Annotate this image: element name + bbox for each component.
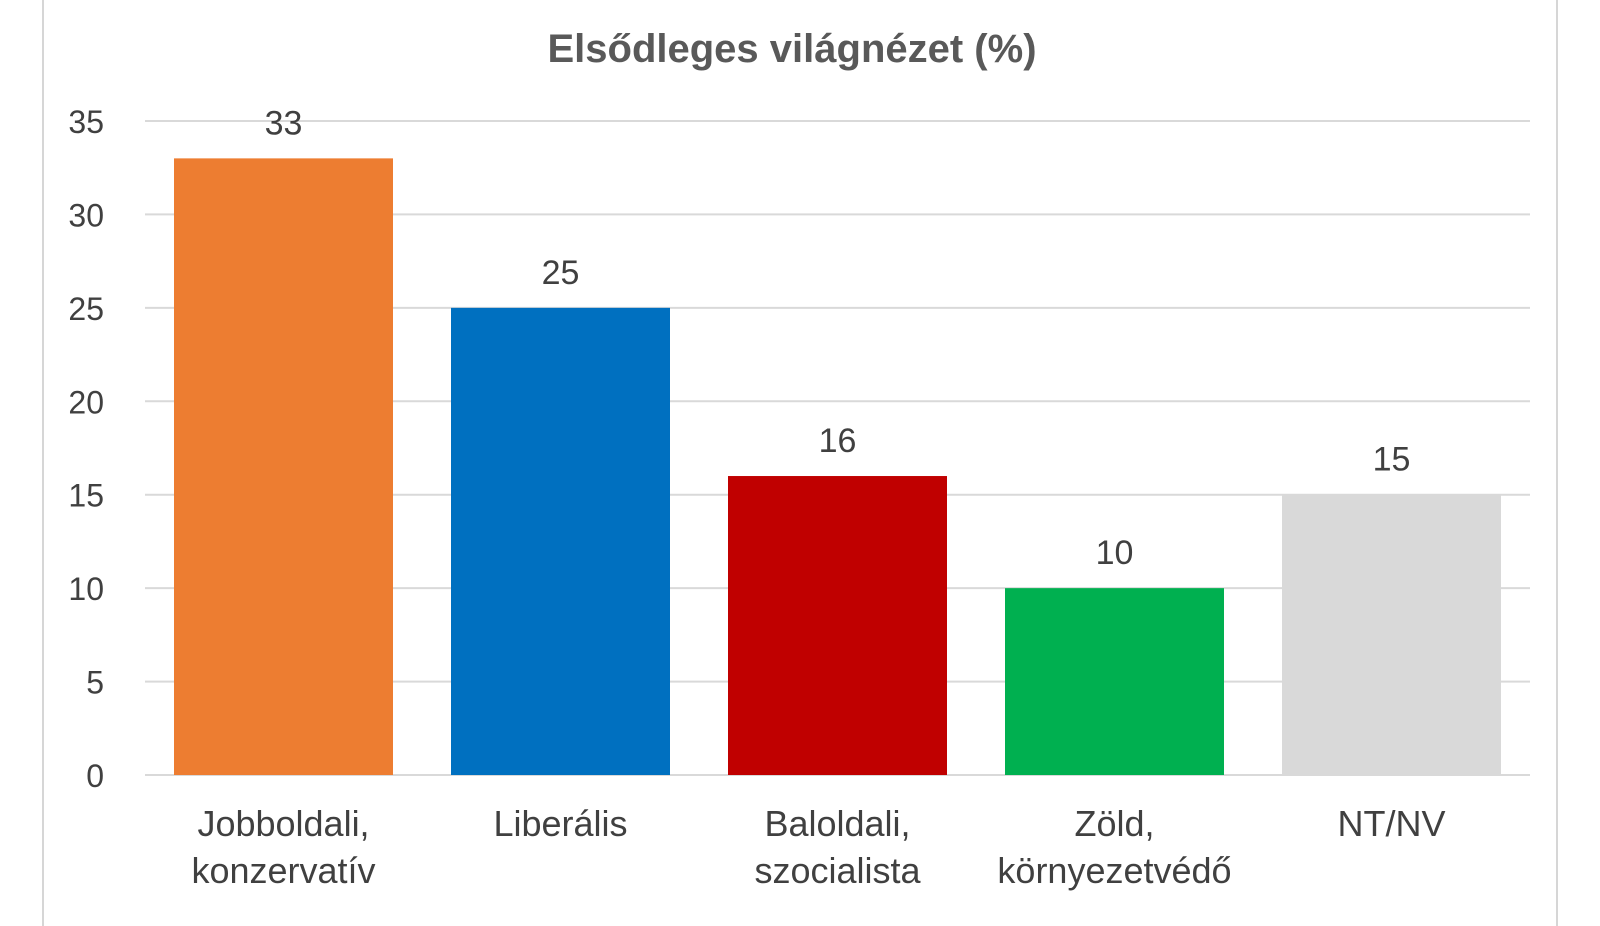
category-label: NT/NV [1338,803,1446,844]
bar [728,476,947,775]
category-label: Zöld, [1074,803,1154,844]
y-tick-label: 5 [86,665,104,701]
category-labels: Jobboldali, konzervatív Liberális Baloldali… [191,803,1445,891]
y-tick-label: 10 [68,571,104,607]
bar [1282,494,1501,775]
data-labels: 33 25 16 10 15 [265,104,1411,572]
y-tick-label: 0 [86,758,104,794]
category-label: Baloldali, [764,803,910,844]
data-label: 33 [265,104,303,142]
data-label: 16 [819,422,857,460]
y-tick-label: 25 [68,291,104,327]
bars [174,158,1501,775]
category-label: Jobboldali, [197,803,369,844]
category-label: Liberális [493,803,627,844]
y-tick-label: 35 [68,104,104,140]
y-axis-ticks: 0 5 10 15 20 25 30 35 [68,104,104,794]
data-label: 10 [1096,534,1134,572]
bar [1005,588,1224,775]
data-label: 15 [1373,441,1411,479]
y-tick-label: 30 [68,197,104,233]
category-label: szocialista [754,850,921,891]
chart-frame [42,0,1558,926]
y-tick-label: 15 [68,478,104,514]
data-label: 25 [542,254,580,292]
bar [174,158,393,775]
bar [451,307,670,775]
y-tick-label: 20 [68,384,104,420]
category-label: konzervatív [191,850,375,891]
chart-title: Elsődleges világnézet (%) [547,27,1036,71]
category-label: környezetvédő [997,850,1231,891]
